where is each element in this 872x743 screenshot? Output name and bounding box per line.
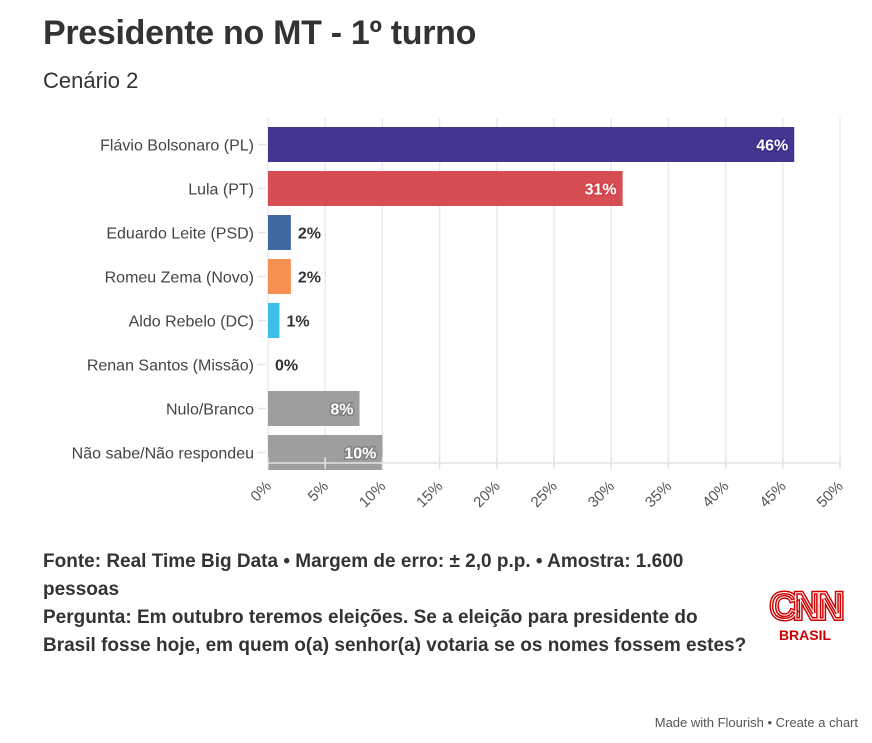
category-label: Não sabe/Não respondeu — [72, 446, 254, 463]
x-tick-label: 5% — [305, 478, 332, 505]
category-label: Renan Santos (Missão) — [87, 358, 254, 375]
category-label: Romeu Zema (Novo) — [105, 270, 254, 287]
create-chart-link[interactable]: Create a chart — [775, 715, 858, 730]
value-label: 8% — [330, 402, 353, 419]
x-tick-label: 25% — [528, 478, 561, 511]
value-labels: 46% 31% 2% 2% 1% 0% 8% 10% — [275, 136, 790, 464]
x-tick-label: 30% — [585, 478, 618, 511]
x-tick-label: 0% — [247, 478, 274, 505]
value-label: 10% — [344, 446, 376, 463]
x-tick-label: 40% — [699, 478, 732, 511]
value-label: 31% — [585, 182, 617, 199]
bars — [268, 127, 795, 470]
category-label: Aldo Rebelo (DC) — [129, 314, 254, 331]
bar[interactable] — [268, 259, 291, 294]
bar[interactable] — [268, 215, 291, 250]
cnn-brasil-logo: CNN CNN BRASIL — [768, 585, 845, 643]
bar[interactable] — [268, 171, 623, 206]
x-tick-label: 20% — [470, 478, 503, 511]
footer-notes: Fonte: Real Time Big Data • Margem de er… — [43, 548, 753, 660]
question-note: Pergunta: Em outubro teremos eleições. S… — [43, 607, 747, 656]
chart-subtitle: Cenário 2 — [43, 68, 139, 93]
value-label: 1% — [286, 314, 309, 331]
cnn-wordmark-inline: CNN — [770, 586, 842, 628]
bar[interactable] — [268, 391, 360, 426]
bar[interactable] — [268, 303, 280, 338]
category-label: Flávio Bolsonaro (PL) — [100, 138, 254, 155]
x-tick-label: 35% — [642, 478, 675, 511]
value-label: 2% — [298, 270, 321, 287]
category-label: Lula (PT) — [188, 182, 254, 199]
bar-chart: Flávio Bolsonaro (PL) Lula (PT) Eduardo Le… — [72, 118, 847, 511]
value-label: 46% — [756, 138, 788, 155]
x-tick-label: 15% — [413, 478, 446, 511]
category-labels: Flávio Bolsonaro (PL) Lula (PT) Eduardo Le… — [72, 138, 266, 463]
brasil-text: BRASIL — [779, 627, 832, 643]
x-tick-label: 45% — [756, 478, 789, 511]
credit-separator: • — [763, 715, 776, 730]
category-label: Eduardo Leite (PSD) — [106, 226, 254, 243]
x-tick-label: 10% — [356, 478, 389, 511]
chart-title: Presidente no MT - 1º turno — [43, 14, 477, 52]
made-with-flourish-link[interactable]: Made with Flourish — [654, 715, 764, 730]
category-label: Nulo/Branco — [166, 402, 254, 419]
value-label: 0% — [275, 358, 298, 375]
value-label: 2% — [298, 226, 321, 243]
cnn-wordmark: CNN — [770, 586, 842, 628]
flourish-credit: Made with Flourish • Create a chart — [655, 715, 858, 730]
x-tick-label: 50% — [814, 478, 847, 511]
bar[interactable] — [268, 127, 795, 162]
source-note: Fonte: Real Time Big Data • Margem de er… — [43, 551, 684, 600]
